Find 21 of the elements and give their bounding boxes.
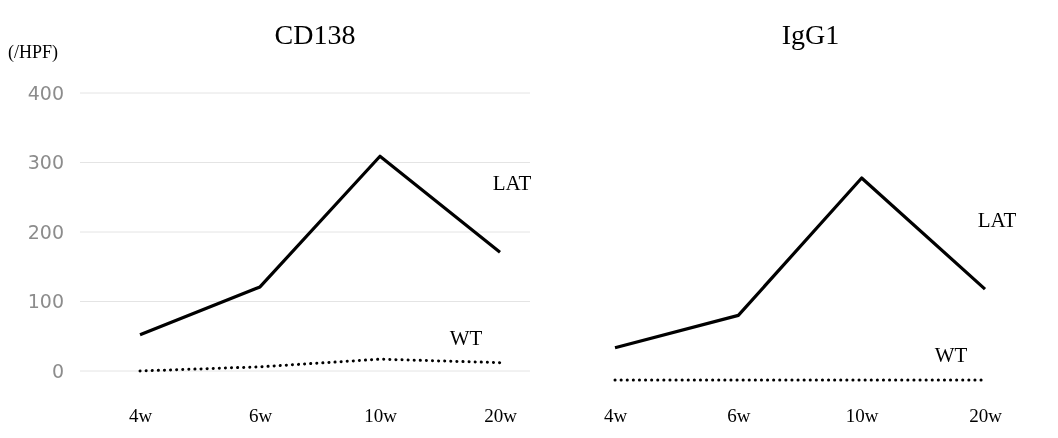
x-tick-label: 6w xyxy=(248,404,273,426)
line-series xyxy=(138,357,502,373)
chart-title: CD138 xyxy=(274,19,356,50)
series-label: WT xyxy=(449,325,483,350)
x-tick-label: 20w xyxy=(969,404,1003,426)
x-tick-label: 10w xyxy=(845,404,879,426)
y-tick-label: 400 xyxy=(27,81,64,104)
y-tick-label: 300 xyxy=(27,151,64,174)
y-tick-label: 100 xyxy=(27,290,64,313)
x-tick-label: 4w xyxy=(603,404,628,426)
chart-title: IgG1 xyxy=(781,19,840,50)
x-tick-label: 4w xyxy=(128,404,153,426)
y-tick-label: 200 xyxy=(27,220,64,243)
x-tick-label: 6w xyxy=(727,404,751,426)
x-tick-label: 10w xyxy=(364,404,398,426)
series-label: LAT xyxy=(492,171,532,196)
y-axis-title: (/HPF) xyxy=(8,42,59,63)
series-label: WT xyxy=(934,343,968,367)
series-label: LAT xyxy=(977,208,1017,233)
y-tick-label: 0 xyxy=(51,359,64,382)
x-tick-label: 20w xyxy=(484,404,518,426)
